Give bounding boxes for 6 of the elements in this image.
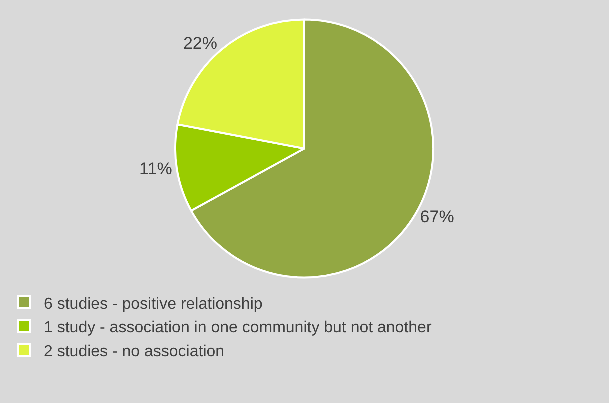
data-label: 11% (140, 160, 172, 179)
data-label: 22% (183, 34, 218, 54)
data-label: 67% (420, 207, 454, 226)
legend-label: 6 studies - positive relationship (44, 296, 263, 313)
legend-label: 2 studies - no association (44, 343, 225, 360)
legend-label: 1 study - association in one community but not another (44, 320, 432, 337)
